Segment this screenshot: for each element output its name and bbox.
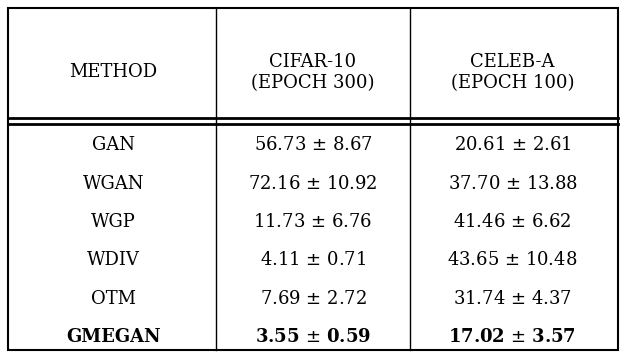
Text: WGP: WGP — [91, 213, 136, 231]
Text: 72.16 $\pm$ 10.92: 72.16 $\pm$ 10.92 — [249, 175, 377, 193]
Text: 56.73 $\pm$ 8.67: 56.73 $\pm$ 8.67 — [254, 136, 372, 154]
Text: 37.70 $\pm$ 13.88: 37.70 $\pm$ 13.88 — [448, 175, 577, 193]
Text: OTM: OTM — [91, 290, 136, 308]
Text: 20.61 $\pm$ 2.61: 20.61 $\pm$ 2.61 — [454, 136, 572, 154]
Text: 11.73 $\pm$ 6.76: 11.73 $\pm$ 6.76 — [254, 213, 372, 231]
Text: 7.69 $\pm$ 2.72: 7.69 $\pm$ 2.72 — [260, 290, 366, 308]
Text: GMEGAN: GMEGAN — [66, 328, 161, 346]
Text: 3.55 $\pm$ 0.59: 3.55 $\pm$ 0.59 — [255, 328, 371, 346]
Text: 41.46 $\pm$ 6.62: 41.46 $\pm$ 6.62 — [453, 213, 572, 231]
Text: GAN: GAN — [92, 136, 135, 154]
Text: 4.11 $\pm$ 0.71: 4.11 $\pm$ 0.71 — [260, 251, 366, 269]
Text: WDIV: WDIV — [87, 251, 140, 269]
Text: 17.02 $\pm$ 3.57: 17.02 $\pm$ 3.57 — [448, 328, 577, 346]
Text: CIFAR-10
(EPOCH 300): CIFAR-10 (EPOCH 300) — [251, 53, 375, 92]
Text: WGAN: WGAN — [83, 175, 145, 193]
Text: 31.74 $\pm$ 4.37: 31.74 $\pm$ 4.37 — [453, 290, 572, 308]
Text: 43.65 $\pm$ 10.48: 43.65 $\pm$ 10.48 — [447, 251, 578, 269]
Text: CELEB-A
(EPOCH 100): CELEB-A (EPOCH 100) — [451, 53, 574, 92]
Text: METHOD: METHOD — [69, 63, 158, 81]
